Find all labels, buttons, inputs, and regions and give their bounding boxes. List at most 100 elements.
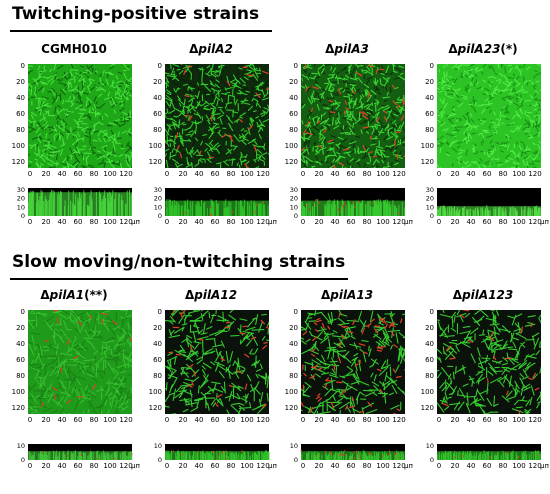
panel-label: CGMH010 [8,42,140,56]
x-tick-label: 20 [42,218,51,226]
x-tick-label: 100 [512,170,525,178]
y-tick-label: 20 [16,324,25,332]
xy-top-view-image [301,310,405,414]
x-tick-label: 60 [347,462,356,470]
x-tick-label: 80 [227,462,236,470]
z-tick-label: 30 [17,186,25,194]
x-tick-label: 40 [58,170,67,178]
y-tick-label: 0 [294,308,298,316]
x-tick-label: 120 [256,462,269,470]
y-tick-label: 120 [149,158,162,166]
y-tick-label: 100 [421,142,434,150]
x-tick-label: 80 [363,218,372,226]
microscopy-panel: ΔpilA13 0 20 40 60 80 100 120 0 20 40 60 80 100 120 10 0… [281,288,413,493]
x-tick-label: 60 [211,462,220,470]
y-tick-label: 60 [16,356,25,364]
strain-prefix: Δ [40,288,50,302]
y-tick-label: 0 [21,308,25,316]
z-tick-label: 0 [430,212,434,220]
z-tick-label: 10 [290,442,298,450]
y-tick-label: 0 [430,62,434,70]
y-tick-label: 100 [149,142,162,150]
x-axis-unit: μm [268,462,277,470]
xz-side-view-image [28,188,132,216]
x-tick-label: 60 [74,462,83,470]
microscopy-panel: ΔpilA2 0 20 40 60 80 100 120 0 20 40 60 80 100 120 30 20… [145,42,277,247]
x-tick-label: 120 [256,416,269,424]
y-tick-label: 80 [153,372,162,380]
z-tick-label: 0 [158,456,162,464]
x-tick-label: 60 [211,218,220,226]
x-tick-label: 20 [451,218,460,226]
x-tick-label: 0 [165,462,169,470]
x-tick-label: 40 [331,462,340,470]
x-tick-label: 80 [90,462,99,470]
x-tick-label: 0 [301,170,305,178]
x-tick-label: 120 [392,416,405,424]
z-tick-label: 10 [17,442,25,450]
x-tick-label: 20 [315,170,324,178]
x-tick-label: 40 [58,218,67,226]
x-tick-label: 80 [90,416,99,424]
x-tick-label: 80 [90,170,99,178]
x-tick-label: 100 [376,462,389,470]
y-tick-label: 20 [289,324,298,332]
y-tick-label: 40 [153,94,162,102]
y-tick-label: 0 [430,308,434,316]
x-tick-label: 20 [179,170,188,178]
xy-top-view-image [165,310,269,414]
y-tick-label: 20 [425,324,434,332]
x-tick-label: 0 [437,218,441,226]
xz-side-view-image [437,444,541,460]
y-tick-label: 80 [16,126,25,134]
strain-name: pilA23 [457,42,501,56]
x-tick-label: 100 [240,416,253,424]
y-tick-label: 0 [158,62,162,70]
panel-label: ΔpilA1(**) [8,288,140,302]
x-tick-label: 100 [512,462,525,470]
z-tick-label: 0 [21,212,25,220]
y-tick-label: 60 [425,356,434,364]
x-tick-label: 40 [195,462,204,470]
x-tick-label: 0 [301,416,305,424]
y-tick-label: 0 [21,62,25,70]
x-tick-label: 120 [528,416,541,424]
x-tick-label: 40 [195,416,204,424]
xy-top-view-image [437,310,541,414]
z-tick-label: 0 [158,212,162,220]
strain-prefix: Δ [325,42,335,56]
panel-label: ΔpilA12 [145,288,277,302]
xy-top-view-image [437,64,541,168]
z-tick-label: 10 [17,203,25,211]
strain-name: pilA13 [330,288,374,302]
x-tick-label: 80 [363,462,372,470]
xz-side-view-image [165,444,270,460]
x-tick-label: 20 [42,462,51,470]
x-tick-label: 40 [331,416,340,424]
y-tick-label: 0 [158,308,162,316]
y-tick-label: 0 [294,62,298,70]
x-tick-label: 120 [256,170,269,178]
z-tick-label: 30 [426,186,434,194]
x-tick-label: 0 [28,416,32,424]
y-tick-label: 40 [425,94,434,102]
y-tick-label: 100 [285,142,298,150]
x-tick-label: 100 [240,218,253,226]
x-tick-label: 40 [58,416,67,424]
xz-side-view-image [437,188,541,216]
x-tick-label: 100 [103,462,116,470]
y-tick-label: 20 [425,78,434,86]
strain-name: CGMH010 [41,42,107,56]
x-tick-label: 20 [451,170,460,178]
microscopy-panel: CGMH010 0 20 40 60 80 100 120 0 20 40 60 80 100 120 30 2… [8,42,140,247]
x-tick-label: 60 [74,170,83,178]
x-tick-label: 0 [301,218,305,226]
x-tick-label: 100 [376,170,389,178]
z-tick-label: 10 [154,203,162,211]
strain-name: pilA3 [334,42,369,56]
